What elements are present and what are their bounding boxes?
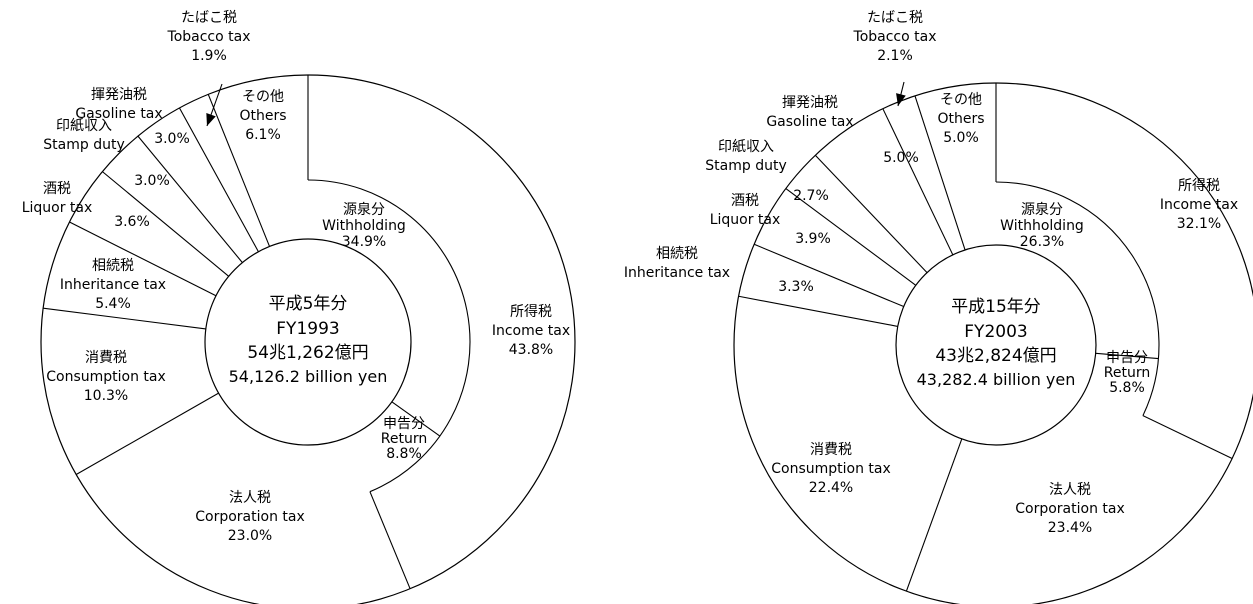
slice-label-stamp-duty: 印紙収入 Stamp duty <box>43 118 124 153</box>
slice-boundary-liquor-tax <box>753 243 904 308</box>
slice-label-gasoline-tax: 揮発油税 Gasoline tax <box>75 87 162 122</box>
slice-boundary-tobacco-tax <box>179 107 259 252</box>
inner-slice-label-return: 申告分 Return 5.8% <box>1104 350 1150 396</box>
center-label: 平成5年分 FY1993 54兆1,262億円 54,126.2 billion ye… <box>229 294 388 386</box>
slice-label-liquor-tax: 酒税 Liquor tax <box>710 193 781 228</box>
center-label-line-1: 平成5年分 <box>269 294 348 314</box>
slice-value-stamp-duty: 2.7% <box>793 188 829 204</box>
slice-label-inheritance-tax: 相続税 Inheritance tax 5.4% <box>60 257 166 312</box>
slice-boundary-inheritance-tax <box>738 295 898 327</box>
slice-boundary-tobacco-tax <box>882 108 954 256</box>
slice-label-others: その他 Others 5.0% <box>937 92 984 146</box>
slice-value-stamp-duty: 3.0% <box>134 173 170 189</box>
slice-boundary-others <box>914 95 966 251</box>
slice-value-liquor-tax: 3.9% <box>795 231 831 247</box>
center-label-line-2: FY1993 <box>276 319 339 339</box>
income-tax-inner-ring <box>995 181 1160 416</box>
inner-slice-label-withholding: 源泉分 Withholding 34.9% <box>322 201 406 250</box>
slice-label-tobacco-tax: たばこ税 Tobacco tax 2.1% <box>853 10 937 64</box>
center-label-line-3: 54兆1,262億円 <box>247 343 368 363</box>
center-label: 平成15年分 FY2003 43兆2,824億円 43,282.4 billion y… <box>917 297 1076 389</box>
slice-label-corporation-tax: 法人税 Corporation tax 23.4% <box>1015 482 1125 536</box>
center-label-line-2: FY2003 <box>964 322 1027 342</box>
slice-boundary-liquor-tax <box>69 221 217 297</box>
slice-value-inheritance-tax: 3.3% <box>778 279 814 295</box>
pie-chart-fy1993: 平成5年分 FY1993 54兆1,262億円 54,126.2 billion ye… <box>22 10 576 604</box>
slice-boundary-inheritance-tax <box>43 307 206 330</box>
slice-boundary-stamp-duty <box>102 171 230 277</box>
slice-label-corporation-tax: 法人税 Corporation tax 23.0% <box>195 490 305 544</box>
inner-slice-label-withholding: 源泉分 Withholding 26.3% <box>1000 201 1084 250</box>
slice-value-gasoline-tax: 5.0% <box>883 150 919 166</box>
slice-label-inheritance-tax: 相続税 Inheritance tax <box>624 245 730 281</box>
slice-value-gasoline-tax: 3.0% <box>154 131 190 147</box>
slice-label-consumption-tax: 消費税 Consumption tax 10.3% <box>46 350 166 404</box>
slice-boundary-gasoline-tax <box>814 154 928 273</box>
pie-chart-fy2003: 平成15年分 FY2003 43兆2,824億円 43,282.4 billion y… <box>624 10 1253 604</box>
slice-value-liquor-tax: 3.6% <box>114 214 150 230</box>
slice-label-others: その他 Others 6.1% <box>239 89 286 143</box>
slice-label-tobacco-tax: たばこ税 Tobacco tax 1.9% <box>167 10 251 64</box>
center-label-line-4: 43,282.4 billion yen <box>917 370 1076 389</box>
center-label-line-4: 54,126.2 billion yen <box>229 367 388 386</box>
center-label-line-3: 43兆2,824億円 <box>935 346 1056 366</box>
center-circle <box>204 238 412 446</box>
slice-boundary-corporation-tax <box>1142 415 1233 460</box>
slice-boundary-consumption-tax <box>905 438 963 592</box>
inner-slice-label-return: 申告分 Return 8.8% <box>381 416 427 462</box>
withholding-return-divider <box>1095 352 1159 360</box>
slice-boundary-gasoline-tax <box>137 135 243 263</box>
slice-boundary-corporation-tax <box>369 491 411 589</box>
slice-label-income-tax: 所得税 Income tax 43.8% <box>492 303 570 358</box>
slice-boundary-consumption-tax <box>75 392 219 476</box>
slice-boundary-stamp-duty <box>785 188 917 286</box>
slice-label-liquor-tax: 酒税 Liquor tax <box>22 181 93 216</box>
withholding-return-divider <box>391 401 441 437</box>
slice-label-stamp-duty: 印紙収入 Stamp duty <box>705 139 786 174</box>
slice-label-consumption-tax: 消費税 Consumption tax 22.4% <box>771 442 891 496</box>
tobacco-tax-arrow-head <box>206 113 216 126</box>
center-label-line-1: 平成15年分 <box>951 297 1041 317</box>
slice-label-gasoline-tax: 揮発油税 Gasoline tax <box>766 95 853 130</box>
tobacco-tax-arrow-head <box>896 93 906 106</box>
slice-label-income-tax: 所得税 Income tax 32.1% <box>1160 177 1238 232</box>
center-circle <box>895 244 1097 446</box>
income-tax-inner-ring <box>307 179 471 493</box>
slice-boundary-others <box>207 94 271 247</box>
